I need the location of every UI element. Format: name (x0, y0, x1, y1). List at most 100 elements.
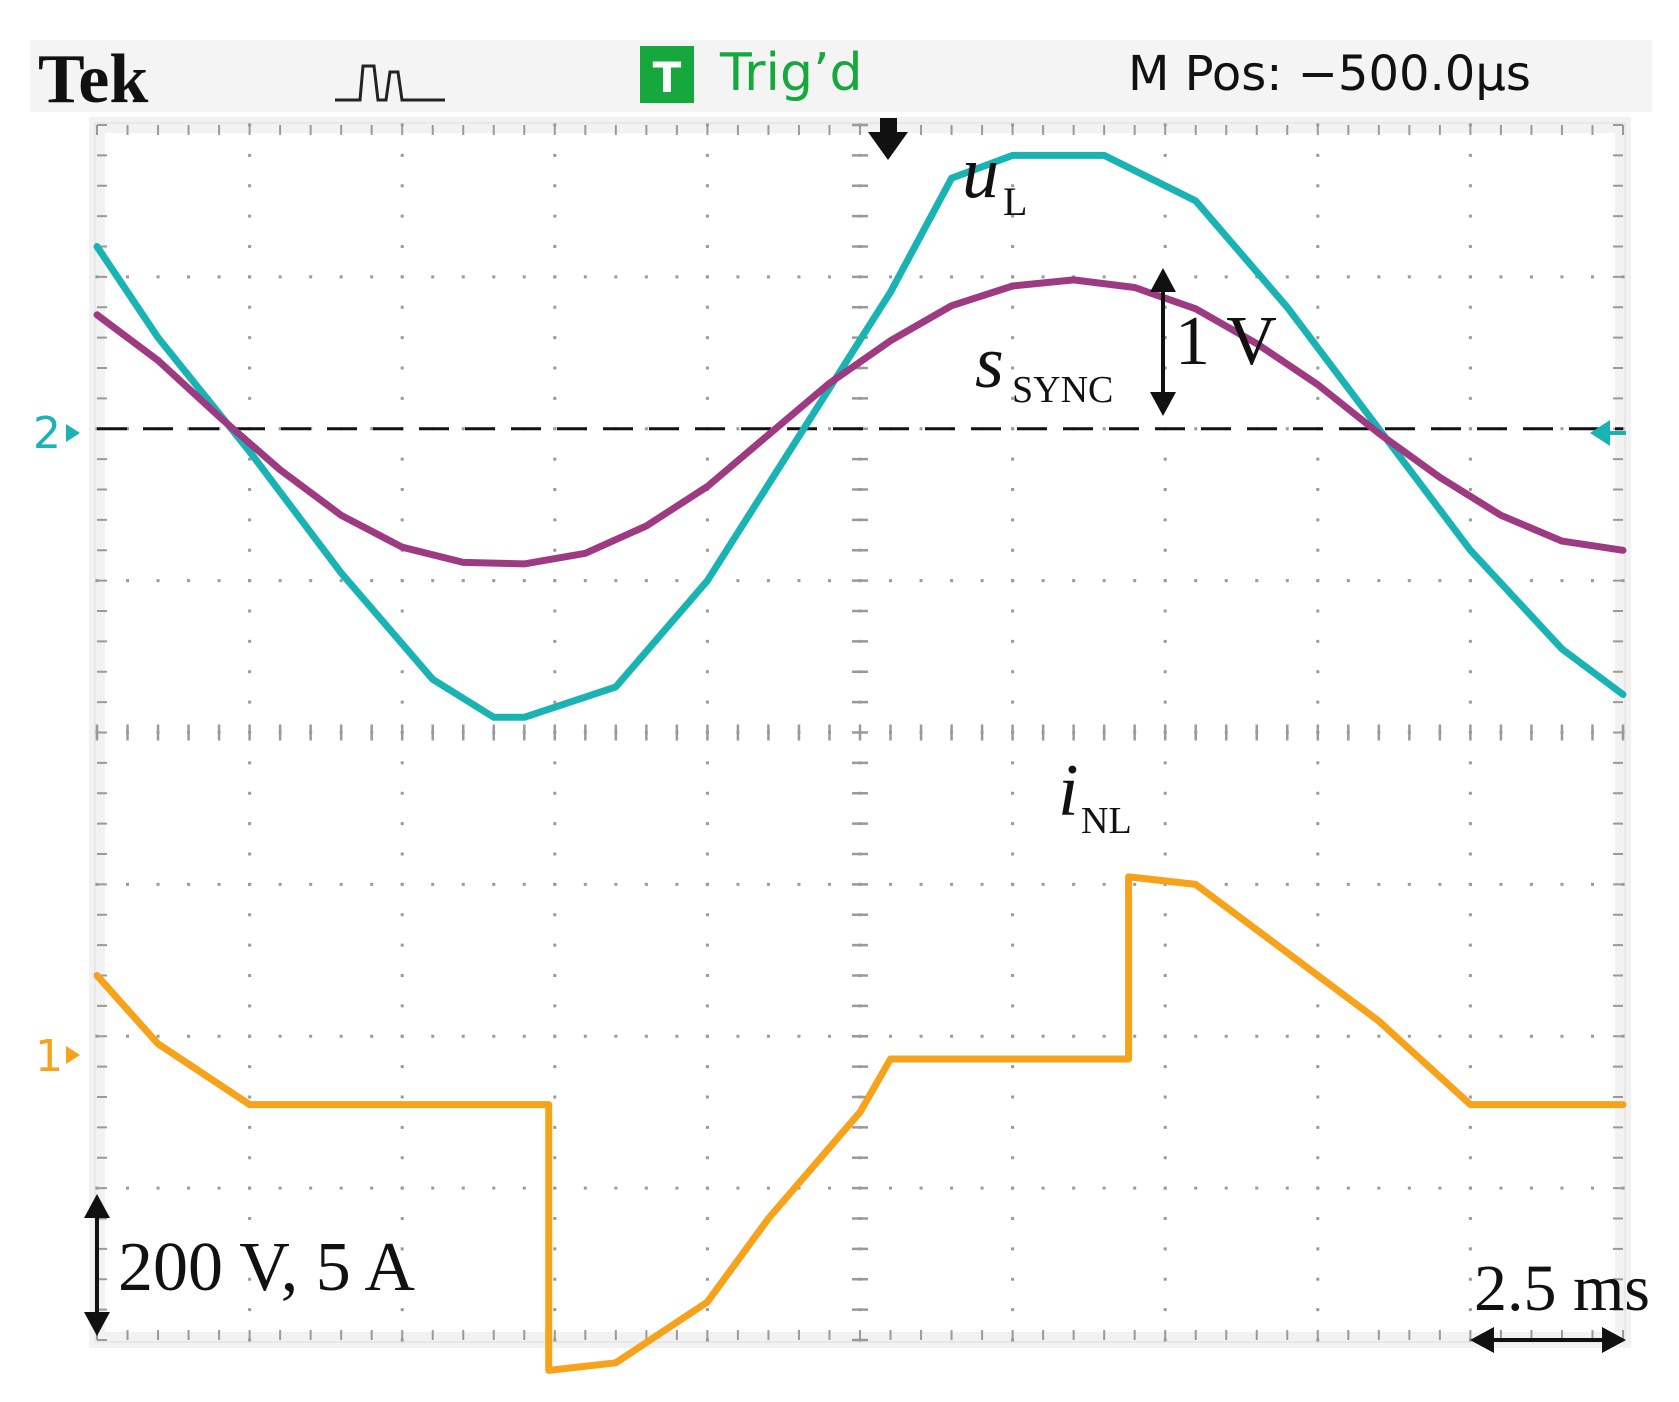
grid-dot (1316, 670, 1320, 674)
grid-dot (248, 1095, 252, 1099)
grid-dot (705, 275, 709, 279)
grid-dot (1468, 579, 1472, 583)
sync-amplitude-annotation: 1 V (1150, 268, 1277, 416)
grid-dot (1377, 579, 1381, 583)
grid-dot (431, 579, 435, 583)
grid-dot (1377, 1034, 1381, 1038)
grid-dot (553, 1156, 557, 1160)
grid-dot (705, 396, 709, 400)
grid-dot (1224, 1186, 1228, 1190)
trigger-level-marker (1590, 420, 1610, 446)
grid-dot (1560, 882, 1564, 886)
grid-dot (919, 1186, 923, 1190)
grid-dot (1011, 1156, 1015, 1160)
grid-dot (705, 609, 709, 613)
grid-dot (553, 609, 557, 613)
grid-dot (553, 1186, 557, 1190)
grid-dot (1590, 882, 1594, 886)
grid-dot (705, 974, 709, 977)
grid-dot (309, 1186, 313, 1190)
grid-dot (1468, 761, 1472, 765)
grid-dot (400, 275, 404, 279)
grid-dot (1316, 1217, 1320, 1220)
uL-label: u (962, 132, 999, 214)
grid-dot (1590, 1034, 1594, 1038)
grid-dot (1163, 1125, 1167, 1129)
grid-dot (400, 488, 404, 491)
grid-dot (1468, 214, 1472, 218)
grid-dot (553, 670, 557, 674)
grid-dot (1468, 518, 1472, 522)
grid-dot (705, 1308, 709, 1312)
grid-dot (705, 366, 709, 370)
grid-dot (492, 579, 496, 583)
grid-dot (1163, 1065, 1167, 1069)
grid-dot (248, 366, 252, 370)
grid-dot (248, 1186, 252, 1190)
grid-dot (1011, 579, 1015, 583)
grid-dot (461, 1034, 465, 1038)
grid-dot (1285, 579, 1289, 583)
grid-dot (1285, 882, 1289, 886)
grid-dot (980, 579, 984, 583)
grid-dot (1163, 1095, 1167, 1099)
graticule-border (94, 122, 1626, 1343)
grid-dot (400, 943, 404, 947)
grid-dot (1011, 518, 1015, 522)
grid-dot (1438, 1186, 1442, 1190)
ch2-marker: 2 (33, 408, 80, 459)
grid-dot (553, 1277, 557, 1281)
grid-dot (950, 579, 954, 583)
grid-dot (400, 336, 404, 340)
graticule (89, 117, 1631, 1348)
grid-dot (1407, 1186, 1411, 1190)
grid-dot (1011, 700, 1015, 704)
grid-dot (705, 548, 709, 552)
grid-dot (1255, 1186, 1259, 1190)
grid-dot (1438, 579, 1442, 583)
grid-dot (1377, 275, 1381, 279)
grid-dot (1468, 336, 1472, 340)
grid-dot (1468, 822, 1472, 826)
grid-dot (1194, 579, 1198, 583)
grid-dot (1163, 1034, 1167, 1038)
grid-dot (248, 822, 252, 826)
grid-dot (1316, 518, 1320, 522)
grid-dot (705, 1186, 709, 1190)
grid-dot (553, 1095, 557, 1099)
grid-dot (1163, 579, 1167, 583)
grid-dot (1011, 457, 1015, 461)
grid-dot (1194, 427, 1198, 431)
grid-dot (248, 852, 252, 856)
trigger-status-icon (640, 46, 694, 103)
grid-dot (1316, 1095, 1320, 1099)
grid-dot (1133, 275, 1137, 279)
grid-dot (553, 974, 557, 977)
grid-dot (1316, 488, 1320, 491)
grid-dot (1560, 275, 1564, 279)
grid-dot (461, 1186, 465, 1190)
grid-dot (400, 457, 404, 461)
grid-dot (339, 1034, 343, 1038)
grid-dot (827, 882, 831, 886)
grid-dot (736, 579, 740, 583)
grid-dot (126, 579, 130, 583)
grid-dot (1011, 1186, 1015, 1190)
grid-dot (248, 639, 252, 643)
sync-amplitude-label: 1 V (1175, 303, 1277, 380)
trace-sSYNC (93, 276, 1627, 568)
grid-dot (400, 1156, 404, 1160)
grid-dot (400, 1186, 404, 1190)
grid-dot (248, 214, 252, 218)
grid-dot (1468, 366, 1472, 370)
grid-dot (431, 882, 435, 886)
grid-dot (400, 245, 404, 248)
grid-dot (919, 579, 923, 583)
grid-dot (278, 882, 282, 886)
grid-dot (1346, 1186, 1350, 1190)
grid-dot (1011, 396, 1015, 400)
grid-dot (736, 427, 740, 431)
grid-dot (1041, 1186, 1045, 1190)
grid-dot (553, 882, 557, 886)
grid-dot (553, 214, 557, 218)
